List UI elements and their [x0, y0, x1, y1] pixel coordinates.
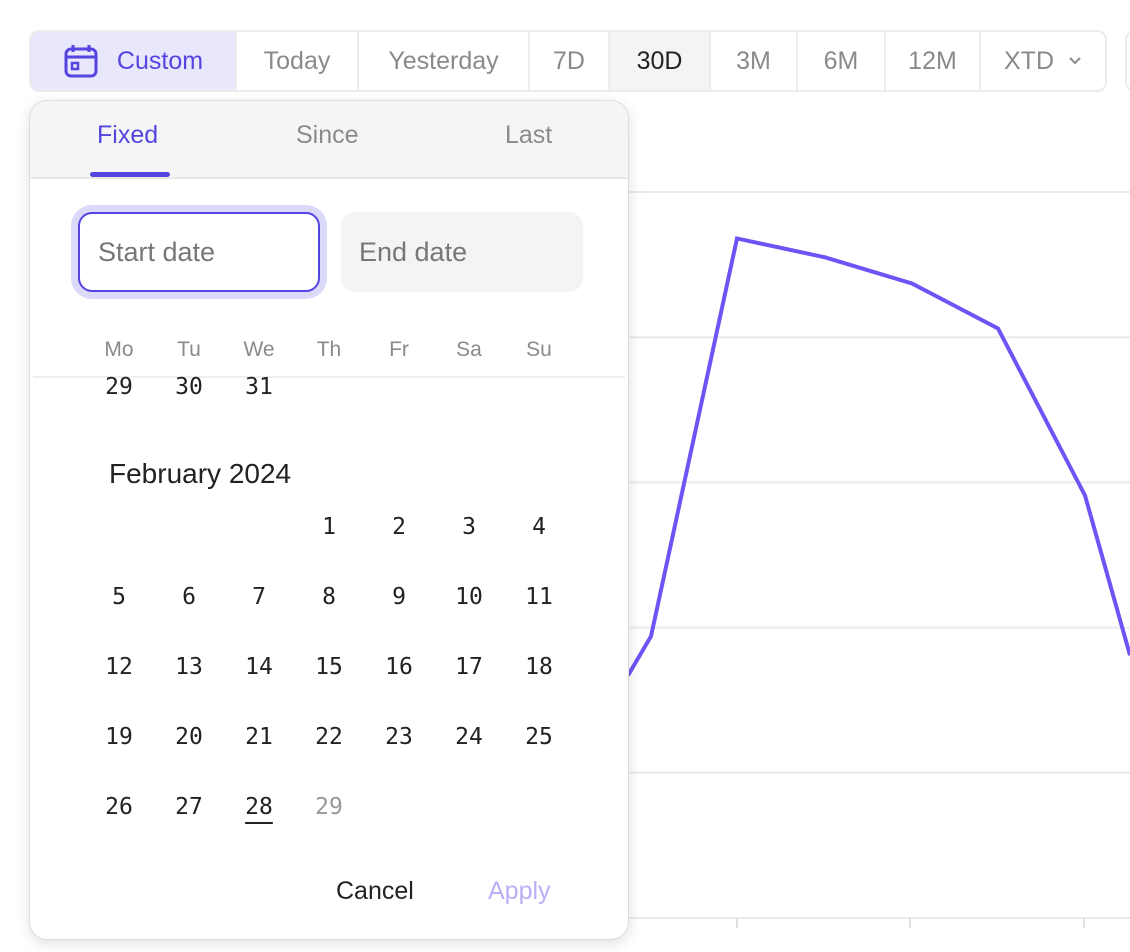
calendar-day[interactable]: 29 [105, 374, 133, 400]
calendar-day[interactable]: 15 [315, 654, 343, 680]
custom-range-button[interactable]: Custom [31, 32, 237, 90]
calendar-day[interactable]: 31 [245, 374, 273, 400]
calendar-day[interactable]: 12 [105, 654, 133, 680]
calendar-day[interactable]: 21 [245, 724, 273, 750]
picker-tabs: Fixed Since Last [30, 101, 628, 179]
apply-button[interactable]: Apply [488, 877, 551, 905]
calendar-day[interactable]: 5 [112, 584, 126, 610]
calendar-day[interactable]: 11 [525, 584, 553, 610]
calendar-day[interactable]: 6 [182, 584, 196, 610]
calendar-day[interactable]: 24 [455, 724, 483, 750]
calendar-day[interactable]: 8 [322, 584, 336, 610]
calendar-day[interactable]: 13 [175, 654, 203, 680]
xtd-label: XTD [1004, 46, 1054, 75]
calendar-day[interactable]: 10 [455, 584, 483, 610]
calendar-day[interactable]: 26 [105, 794, 133, 820]
tab-since[interactable]: Since [296, 121, 359, 149]
calendar-day[interactable]: 27 [175, 794, 203, 820]
calendar-icon [64, 45, 98, 78]
toolbar-extra-button[interactable] [1125, 30, 1130, 92]
range-12m[interactable]: 12M [886, 32, 981, 90]
calendar-day[interactable]: 18 [525, 654, 553, 680]
calendar-day[interactable]: 2 [392, 514, 406, 540]
weekday-header: Fr [389, 338, 409, 361]
range-3m[interactable]: 3M [711, 32, 798, 90]
range-yesterday[interactable]: Yesterday [359, 32, 530, 90]
range-xtd-dropdown[interactable]: XTD [981, 32, 1105, 90]
calendar-day[interactable]: 28 [245, 794, 273, 820]
weekday-header: Tu [177, 338, 201, 361]
series-line [626, 236, 1130, 677]
calendar-day[interactable]: 14 [245, 654, 273, 680]
calendar-day[interactable]: 20 [175, 724, 203, 750]
calendar-day[interactable]: 9 [392, 584, 406, 610]
calendar-day[interactable]: 17 [455, 654, 483, 680]
chevron-down-icon [1069, 57, 1081, 65]
tab-last[interactable]: Last [505, 121, 553, 149]
calendar-day[interactable]: 30 [175, 374, 203, 400]
range-today[interactable]: Today [237, 32, 359, 90]
calendar-day[interactable]: 25 [525, 724, 553, 750]
calendar-day[interactable]: 19 [105, 724, 133, 750]
range-30d[interactable]: 30D [610, 32, 711, 90]
calendar-day[interactable]: 3 [462, 514, 476, 540]
custom-label: Custom [116, 46, 204, 75]
calendar-day[interactable]: 16 [385, 654, 413, 680]
calendar-day: 29 [315, 794, 343, 820]
date-picker-popover: Fixed Since Last Start date End date Mo T… [29, 100, 629, 940]
weekday-header: Su [526, 338, 552, 361]
weekday-header: Sa [456, 338, 482, 361]
tab-fixed[interactable]: Fixed [97, 121, 159, 149]
date-range-toolbar: Custom Today Yesterday 7D 30D 3M 6M 12M … [29, 30, 1107, 92]
calendar-day[interactable]: 7 [252, 584, 266, 610]
calendar-day[interactable]: 4 [532, 514, 546, 540]
range-6m[interactable]: 6M [798, 32, 886, 90]
weekday-header: We [243, 338, 275, 361]
calendar-day[interactable]: 1 [322, 514, 336, 540]
calendar-day[interactable]: 23 [385, 724, 413, 750]
range-7d[interactable]: 7D [530, 32, 610, 90]
calendar-day[interactable]: 22 [315, 724, 343, 750]
weekday-header: Mo [104, 338, 134, 361]
cancel-button[interactable]: Cancel [336, 877, 414, 905]
active-tab-indicator [90, 172, 170, 177]
weekday-divider [33, 376, 625, 378]
month-title: February 2024 [109, 458, 292, 489]
weekday-header: Th [316, 338, 342, 361]
start-date-input[interactable]: Start date [78, 212, 320, 292]
end-date-input[interactable]: End date [341, 212, 583, 292]
